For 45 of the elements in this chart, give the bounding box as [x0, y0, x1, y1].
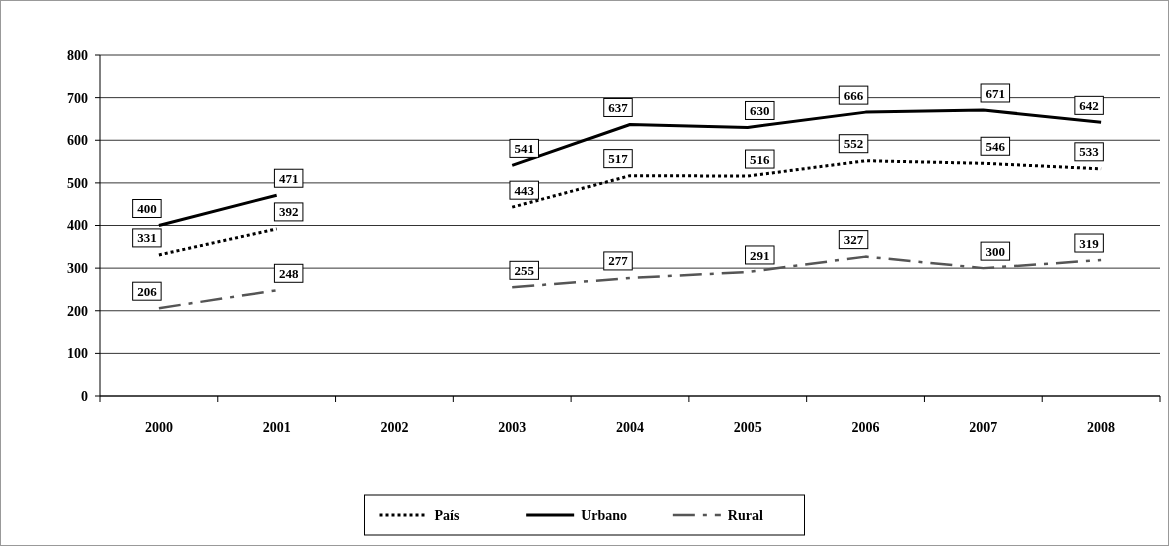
y-tick-label: 700 [67, 90, 88, 106]
x-tick-label: 2008 [1087, 420, 1116, 435]
legend-label: Rural [727, 507, 763, 523]
y-tick-label: 100 [67, 346, 88, 362]
y-tick-label: 200 [67, 303, 88, 319]
data-label: 443 [514, 182, 535, 198]
data-label: 637 [608, 100, 629, 116]
y-tick-label: 500 [67, 175, 88, 191]
x-tick-label: 2002 [380, 420, 409, 435]
data-label: 277 [608, 253, 629, 269]
y-tick-label: 800 [67, 47, 88, 63]
data-label: 541 [514, 140, 534, 156]
data-label: 666 [843, 87, 864, 103]
x-tick-label: 2006 [851, 420, 880, 435]
x-tick-label: 2004 [616, 420, 644, 435]
data-label: 630 [750, 103, 770, 119]
x-tick-label: 2000 [144, 420, 173, 435]
data-label: 206 [137, 283, 158, 299]
x-tick-label: 2003 [498, 420, 527, 435]
data-label: 255 [514, 262, 535, 278]
data-label: 319 [1079, 235, 1100, 251]
data-label: 300 [985, 243, 1006, 259]
data-label: 671 [985, 85, 1006, 101]
data-label: 331 [137, 230, 157, 246]
data-label: 546 [985, 138, 1006, 154]
y-tick-label: 300 [67, 261, 88, 277]
x-tick-label: 2007 [969, 420, 998, 435]
data-label: 642 [1079, 97, 1099, 113]
y-tick-label: 600 [67, 133, 88, 149]
y-tick-label: 0 [81, 388, 88, 404]
y-tick-label: 400 [67, 218, 88, 234]
data-label: 516 [750, 151, 771, 167]
legend-label: Urbano [581, 507, 628, 523]
data-label: 400 [137, 201, 157, 217]
data-label: 327 [843, 232, 864, 248]
data-label: 552 [843, 136, 864, 152]
data-label: 248 [278, 265, 299, 281]
legend-label: País [434, 507, 460, 523]
data-label: 517 [608, 151, 629, 167]
x-tick-label: 2001 [262, 420, 291, 435]
data-label: 291 [750, 247, 770, 263]
data-label: 471 [278, 170, 299, 186]
x-tick-label: 2005 [733, 420, 762, 435]
data-label: 533 [1079, 144, 1100, 160]
data-label: 392 [278, 204, 299, 220]
